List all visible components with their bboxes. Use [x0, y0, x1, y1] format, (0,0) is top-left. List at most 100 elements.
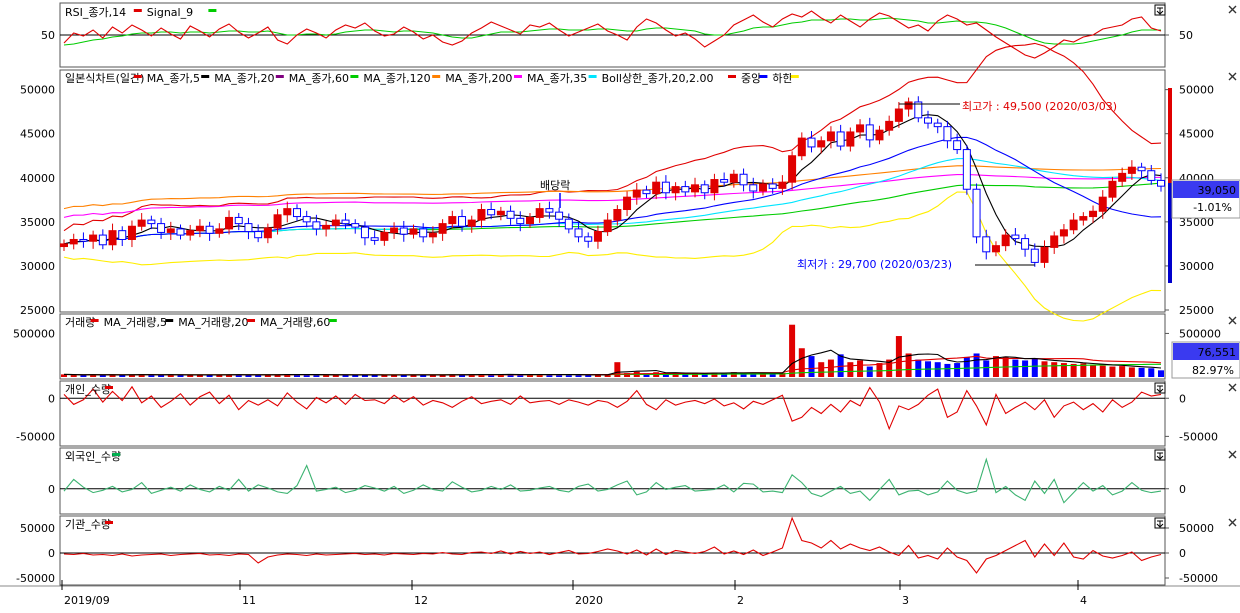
institution-ytick-left-2: -50000 [16, 572, 55, 585]
volume-bar [1041, 361, 1048, 377]
candle-body [807, 137, 816, 148]
volume-bar [1031, 358, 1038, 377]
panel-close-icon-4[interactable] [1228, 450, 1237, 459]
volume-bar [148, 374, 155, 377]
individual-ytick-left-0: 0 [48, 392, 55, 405]
volume-ytick-left-0: 500000 [13, 327, 55, 340]
ind-panel-expand-glyph [1156, 385, 1164, 393]
candle-body [826, 131, 835, 142]
candle-body [176, 228, 185, 236]
volume-panel: 거래량 MA_거래량,5 MA_거래량,20 MA_거래량,60 500000 50000… [13, 316, 1221, 377]
candle-body [1011, 234, 1020, 240]
volume-bar [196, 374, 203, 377]
price-summary-highlight [1173, 181, 1239, 198]
x-tick-label-3: 2020 [575, 594, 603, 607]
volume-bar [80, 375, 87, 377]
x-axis: 2019/09 11 12 2020 2 3 4 [61, 580, 1087, 607]
candle-body [875, 129, 884, 141]
volume-bar [1022, 360, 1029, 377]
price-legend-swatch-0 [133, 75, 142, 78]
volume-bar [915, 359, 922, 377]
price-legend-8: 중앙 [741, 72, 761, 85]
x-tick-label-0: 2019/09 [64, 594, 110, 607]
volume-bar [420, 375, 427, 377]
boll-upper-line [63, 42, 1162, 232]
volume-bar [138, 374, 145, 377]
foreign-line [63, 457, 1162, 504]
volume-bar [128, 374, 135, 377]
candle-body [157, 223, 166, 233]
candle-body [535, 208, 544, 218]
volume-bar [381, 374, 388, 377]
volume-bar [1051, 362, 1058, 377]
volume-bar [1060, 363, 1067, 377]
foreign-ytick-right-0: 0 [1179, 483, 1186, 496]
volume-bar [837, 354, 844, 377]
candle-body [263, 227, 272, 239]
price-ytick-left-1: 45000 [20, 128, 55, 141]
volume-bar [371, 375, 378, 377]
price-legend-swatch-4 [432, 75, 441, 78]
candle-body [894, 108, 903, 122]
volume-bar [400, 374, 407, 377]
candle-body [322, 224, 331, 230]
volume-bar [284, 374, 291, 377]
candle-body [79, 238, 88, 242]
volume-bar [352, 374, 359, 377]
panel-close-icon-1[interactable] [1228, 72, 1237, 81]
candle-body [137, 219, 146, 227]
volume-bar [963, 356, 970, 377]
volume-bar [391, 374, 398, 377]
volume-bar [857, 360, 864, 377]
candle-body [933, 122, 942, 128]
candle-body [448, 216, 457, 225]
candle-body [380, 231, 389, 241]
volume-legend-swatch-1 [165, 319, 174, 322]
price-legend-7: Boll상한_종가,20,2.00 [602, 72, 714, 85]
volume-legend-swatch-0 [90, 319, 99, 322]
candle-body [1118, 172, 1127, 182]
panel-close-icon-5[interactable] [1228, 518, 1237, 527]
volume-legend-swatch-2 [247, 319, 255, 322]
candle-body [943, 126, 952, 142]
candle-body [788, 155, 797, 183]
candle-body [205, 225, 214, 234]
volume-legend-3: MA_거래량,60 [260, 316, 330, 329]
candle-body [574, 228, 583, 238]
individual-ytick-right-0: 0 [1179, 392, 1186, 405]
institution-quantity-panel: 기관_수량 50000 0 -50000 50000 0 -50000 [16, 516, 1218, 585]
x-tick-label-5: 3 [902, 594, 909, 607]
rsi-line [63, 10, 1162, 59]
volume-bar [1128, 367, 1135, 377]
candle-body [1040, 246, 1049, 263]
volume-bar [973, 353, 980, 377]
candle-body [924, 117, 933, 124]
panel-frames [0, 2, 1240, 587]
volume-bar [682, 373, 689, 377]
candle-body [1137, 166, 1146, 172]
volume-bar [594, 374, 601, 377]
candle-body [467, 219, 476, 227]
ma-120-line [63, 173, 1162, 218]
volume-bar [808, 356, 815, 377]
individual-quantity-panel: 개인_수량 0 -50000 0 -50000 [16, 383, 1218, 443]
panel-close-icon-3[interactable] [1228, 383, 1237, 392]
rsi-panel-expand-glyph [1156, 7, 1164, 15]
candle-body [962, 149, 971, 190]
candle-body [914, 101, 923, 119]
panel-close-icon-0[interactable] [1228, 5, 1237, 14]
price-ytick-left-2: 40000 [20, 172, 55, 185]
candle-body [555, 211, 564, 220]
price-summary-change: -1.01% [1193, 201, 1232, 214]
candle-body [506, 210, 515, 219]
volume-bar [1158, 370, 1164, 377]
volume-bar [99, 374, 106, 377]
price-legend-2: MA_종가,20 [214, 72, 274, 85]
volume-bar [1070, 363, 1077, 377]
price-legend-swatch-3 [350, 75, 359, 78]
candle-body [710, 179, 719, 194]
candle-body [118, 230, 127, 240]
volume-bar [721, 372, 728, 377]
candle-body [302, 216, 311, 223]
panel-close-icon-2[interactable] [1228, 316, 1237, 325]
